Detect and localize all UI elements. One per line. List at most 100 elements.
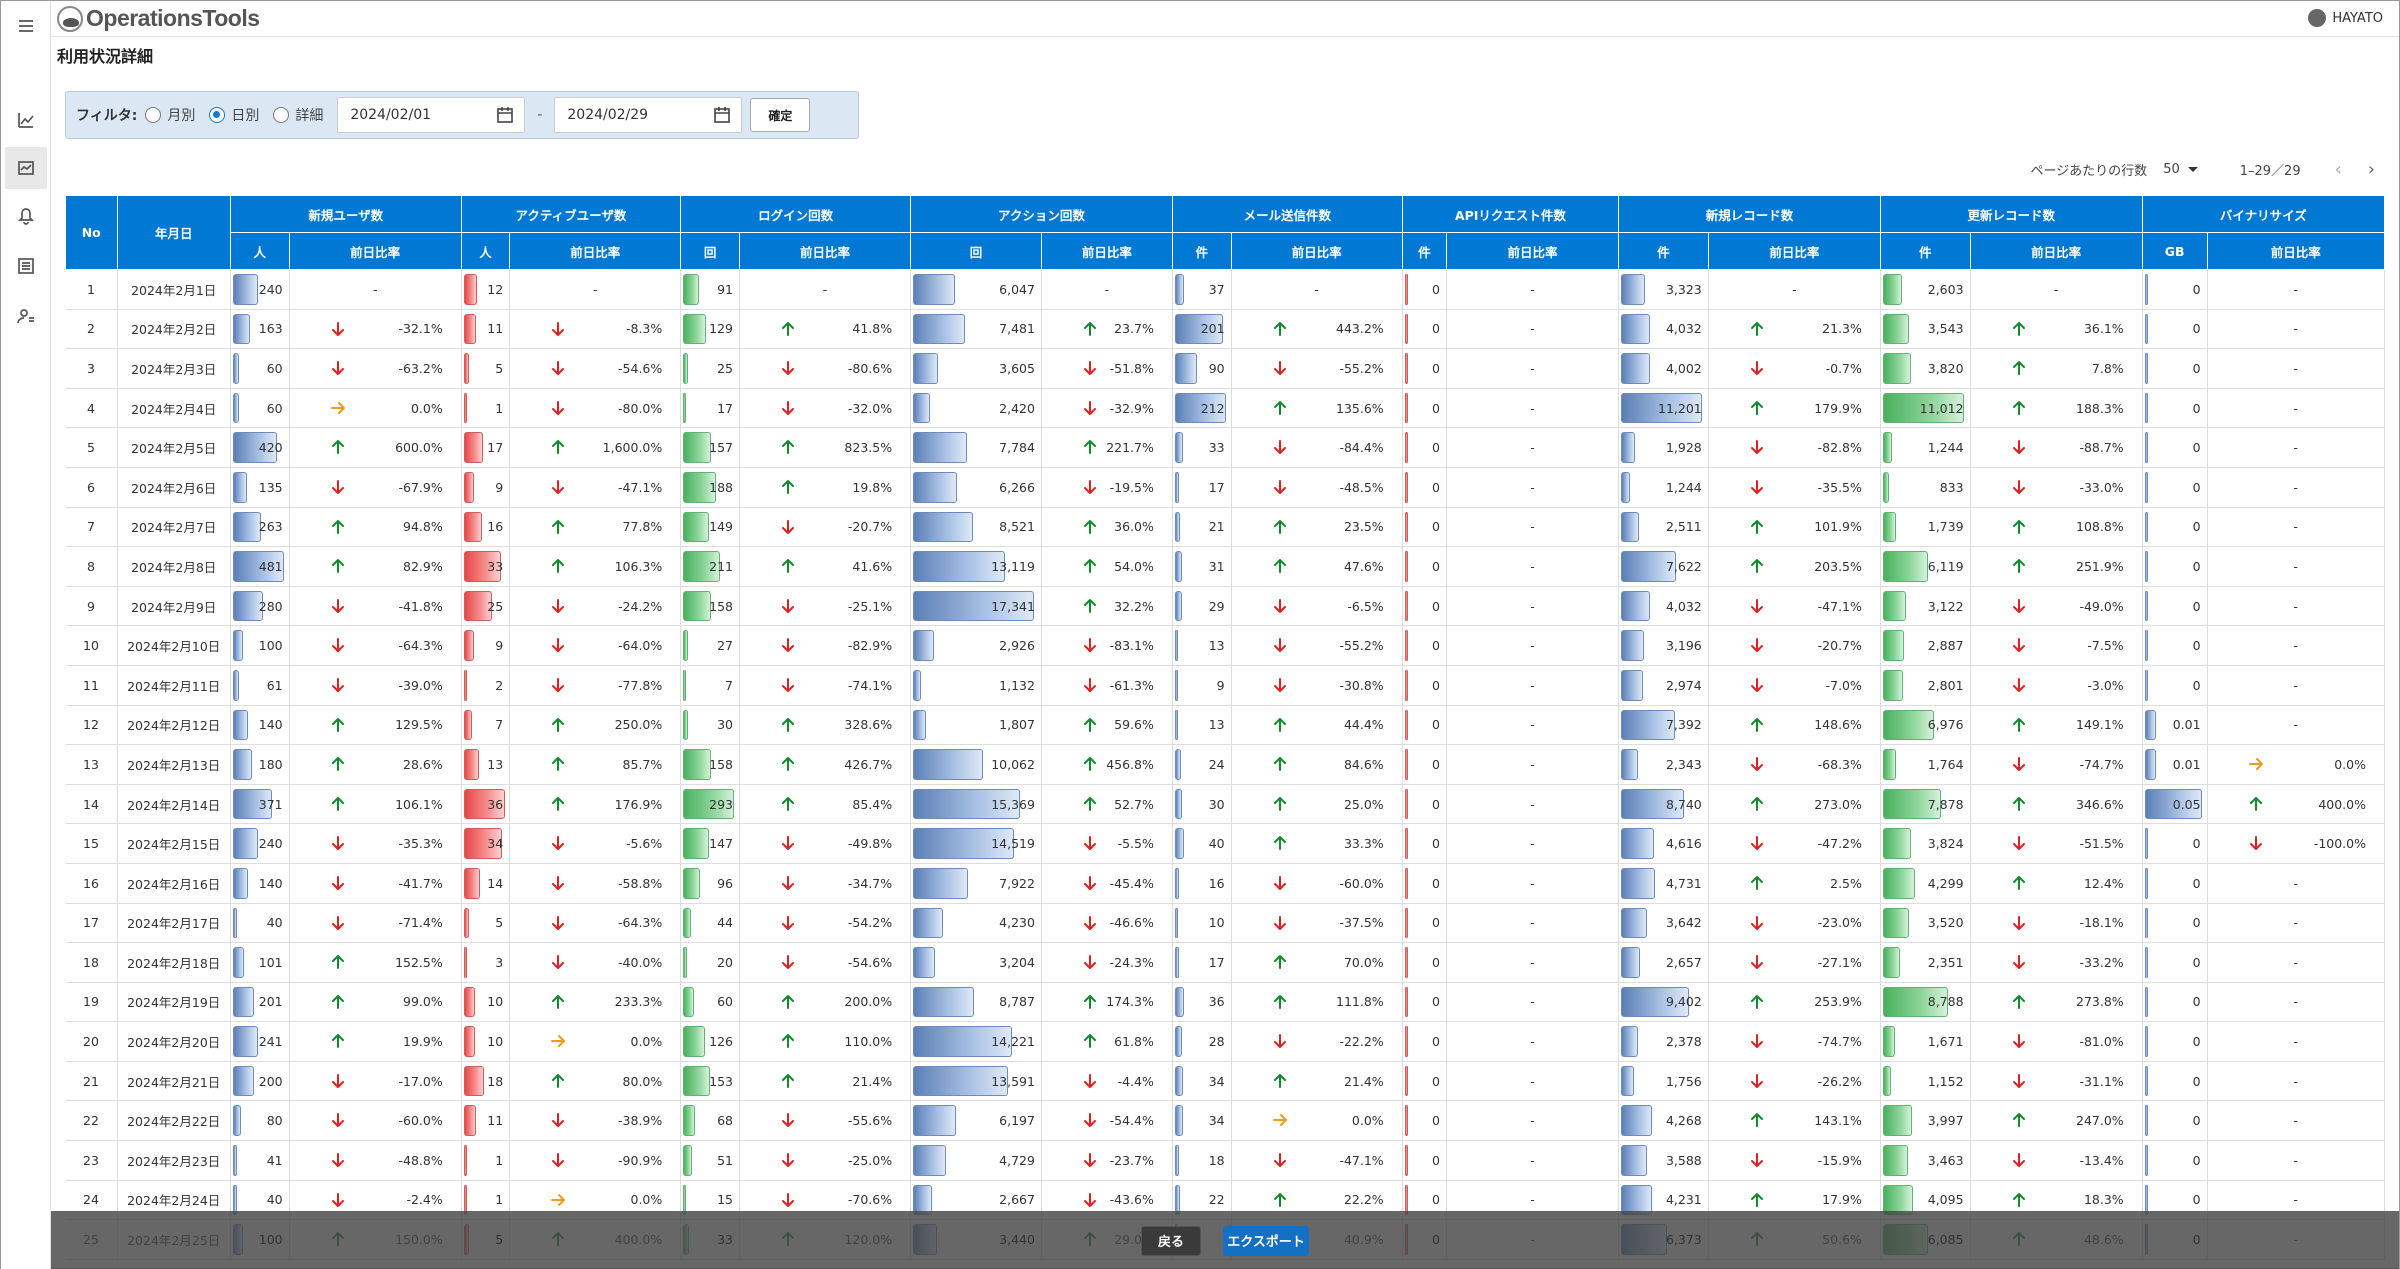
- cell-no: 14: [65, 784, 118, 825]
- value-bar: [232, 1145, 238, 1176]
- ratio-text: -47.1%: [1339, 1152, 1384, 1168]
- arrow-down-icon: [1749, 835, 1765, 851]
- value-text: 371: [258, 796, 283, 812]
- value-text: 12: [487, 281, 504, 297]
- confirm-button[interactable]: 確定: [750, 98, 811, 132]
- date-from-input[interactable]: 2024/02/01: [337, 97, 526, 133]
- value-text: 4,002: [1665, 360, 1702, 376]
- cell-value: 8,787: [910, 982, 1042, 1023]
- radio-detail[interactable]: 詳細: [273, 105, 323, 125]
- value-text: 140: [258, 875, 283, 891]
- cell-value: 34: [1172, 1100, 1232, 1142]
- cell-ratio: -: [739, 269, 912, 310]
- ratio-text: 129.5%: [395, 717, 443, 733]
- ratio-text: -100.0%: [2313, 836, 2366, 852]
- alert-bell-icon[interactable]: [5, 195, 47, 237]
- value-text: 0: [2192, 638, 2201, 654]
- cell-value: 6,197: [910, 1100, 1042, 1142]
- value-text: 147: [709, 836, 733, 852]
- dashboard-icon[interactable]: [5, 147, 47, 189]
- chart-line-icon[interactable]: [5, 99, 47, 141]
- arrow-up-icon: [330, 994, 346, 1010]
- cell-ratio: 47.6%: [1231, 546, 1403, 587]
- value-text: 2,887: [1927, 638, 1964, 654]
- ratio-text: 106.3%: [614, 558, 663, 574]
- arrow-up-icon: [1272, 558, 1288, 574]
- radio-daily[interactable]: 日別: [209, 105, 259, 125]
- cell-no: 7: [65, 507, 118, 548]
- ratio-text: -63.2%: [398, 360, 443, 376]
- ratio-text: 823.5%: [844, 440, 893, 456]
- ratio-text: -19.5%: [1109, 479, 1154, 495]
- value-bar: [1404, 1145, 1408, 1176]
- ratio-text: -13.4%: [2079, 1152, 2124, 1168]
- value-bar: [1621, 669, 1643, 701]
- cell-value: 420: [230, 427, 290, 468]
- user-menu[interactable]: HAYATO: [2308, 9, 2383, 27]
- col-header-unit: 件: [1618, 232, 1709, 270]
- value-text: 7: [725, 677, 733, 693]
- date-from-value: 2024/02/01: [350, 107, 432, 123]
- cell-value: 0: [2142, 625, 2208, 666]
- logo[interactable]: OperationsTools: [57, 5, 260, 32]
- user-settings-icon[interactable]: [5, 295, 47, 337]
- cell-value: 14,519: [910, 823, 1042, 864]
- value-text: 14,221: [991, 1034, 1035, 1050]
- value-bar: [1174, 471, 1179, 503]
- arrow-up-icon: [1082, 558, 1098, 574]
- export-button[interactable]: エクスポート: [1223, 1225, 1309, 1256]
- ratio-text: -88.7%: [2079, 440, 2124, 456]
- rows-per-page-select[interactable]: 50: [2163, 162, 2198, 177]
- col-header-ratio: 前日比率: [288, 232, 462, 270]
- cell-ratio: -55.2%: [1231, 625, 1403, 666]
- value-bar: [463, 986, 476, 1018]
- calendar-icon[interactable]: [496, 106, 514, 124]
- cell-ratio: -: [1446, 348, 1620, 389]
- cell-ratio: 59.6%: [1041, 705, 1173, 746]
- cell-ratio: -60.0%: [289, 1100, 462, 1142]
- value-bar: [1174, 907, 1178, 939]
- value-bar: [463, 947, 468, 978]
- arrow-up-icon: [2011, 400, 2027, 416]
- arrow-up-icon: [330, 954, 346, 970]
- calendar-icon[interactable]: [713, 106, 731, 124]
- ratio-text: 346.6%: [2076, 796, 2124, 812]
- value-bar: [1621, 709, 1675, 741]
- value-text: 0.01: [2172, 717, 2201, 733]
- arrow-down-icon: [780, 360, 796, 376]
- cell-ratio: -90.9%: [509, 1140, 682, 1181]
- cell-value: 2,887: [1880, 625, 1971, 666]
- cell-ratio: 456.8%: [1041, 744, 1173, 785]
- arrow-up-icon: [1749, 558, 1765, 574]
- date-to-input[interactable]: 2024/02/29: [554, 97, 743, 133]
- cell-value: 0: [2142, 348, 2208, 389]
- cell-value: 8,521: [910, 507, 1042, 548]
- list-icon[interactable]: [5, 245, 47, 287]
- cell-ratio: -: [1446, 942, 1620, 983]
- ratio-text: -: [1530, 756, 1535, 772]
- value-bar: [1174, 749, 1181, 780]
- cell-value: 36: [461, 784, 511, 825]
- cell-value: 0: [1402, 705, 1448, 746]
- arrow-up-icon: [2011, 519, 2027, 535]
- cell-value: 0: [1402, 903, 1448, 944]
- cell-ratio: -54.6%: [509, 348, 682, 389]
- ratio-text: -: [2293, 954, 2299, 970]
- cell-ratio: 19.8%: [739, 467, 912, 508]
- menu-icon[interactable]: [5, 5, 47, 47]
- value-text: 3,204: [999, 954, 1035, 970]
- value-text: 293: [709, 796, 733, 812]
- back-button[interactable]: 戻る: [1141, 1225, 1201, 1256]
- cell-ratio: -: [2207, 427, 2386, 468]
- ratio-text: -71.4%: [398, 915, 443, 931]
- arrow-down-icon: [330, 915, 346, 931]
- value-bar: [2144, 313, 2148, 345]
- prev-page-button[interactable]: ‹: [2334, 159, 2342, 180]
- cell-value: 7,922: [910, 863, 1042, 904]
- cell-ratio: 21.4%: [739, 1061, 912, 1102]
- radio-monthly[interactable]: 月別: [145, 105, 195, 125]
- cell-value: 0: [2142, 309, 2208, 350]
- value-text: 0: [2192, 400, 2201, 416]
- next-page-button[interactable]: ›: [2367, 159, 2375, 180]
- cell-ratio: -: [2207, 982, 2386, 1023]
